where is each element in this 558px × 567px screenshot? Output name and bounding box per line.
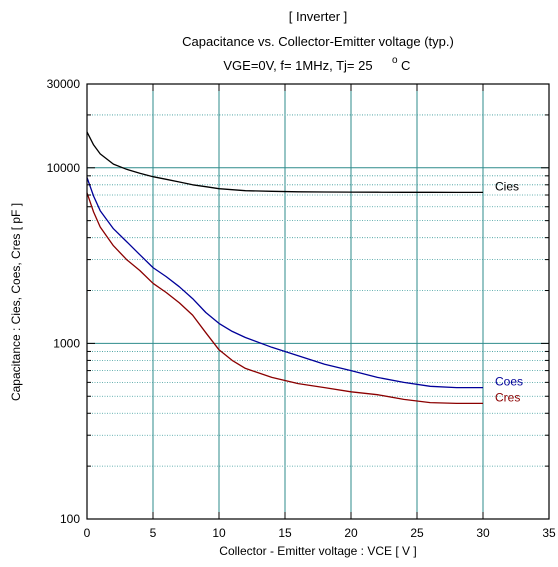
degree-mark: o [392,55,398,66]
y-axis-label: Capacitance : Cies, Coes, Cres [ pF ] [9,203,23,401]
x-tick-label-5: 5 [150,526,157,540]
x-tick-label-0: 0 [84,526,91,540]
y-tick-label-100: 100 [60,512,80,526]
plot-border [86,83,550,520]
x-tick-label-30: 30 [476,526,490,540]
x-tick-label-35: 35 [542,526,556,540]
temperature-unit: C [401,58,410,73]
x-tick-label-25: 25 [410,526,424,540]
x-tick-label-15: 15 [278,526,292,540]
series-label-cres: Cres [495,390,520,404]
series-label-coes: Coes [495,375,523,389]
y-tick-label-1000: 1000 [53,336,80,350]
x-tick-label-10: 10 [212,526,226,540]
series-line-coes [86,177,483,389]
tick-labels: 0 5 10 15 20 25 30 35 100 1000 10000 30000 [47,77,556,540]
series-lines [86,131,483,405]
y-tick-label-30000: 30000 [47,77,81,91]
series-line-cres [86,192,483,405]
series-label-cies: Cies [495,179,519,193]
series-line-cies [86,131,483,194]
x-axis-label: Collector - Emitter voltage : VCE [ V ] [219,544,416,558]
plot-frame [86,83,550,520]
x-tick-label-20: 20 [344,526,358,540]
grid-lines [87,84,549,519]
chart-title-line-3: VGE=0V, f= 1MHz, Tj= 25 [223,58,372,73]
chart-title-line-2: Capacitance vs. Collector-Emitter voltag… [182,34,454,49]
chart-title-line-1: [ Inverter ] [289,9,348,24]
y-tick-label-10000: 10000 [47,161,81,175]
